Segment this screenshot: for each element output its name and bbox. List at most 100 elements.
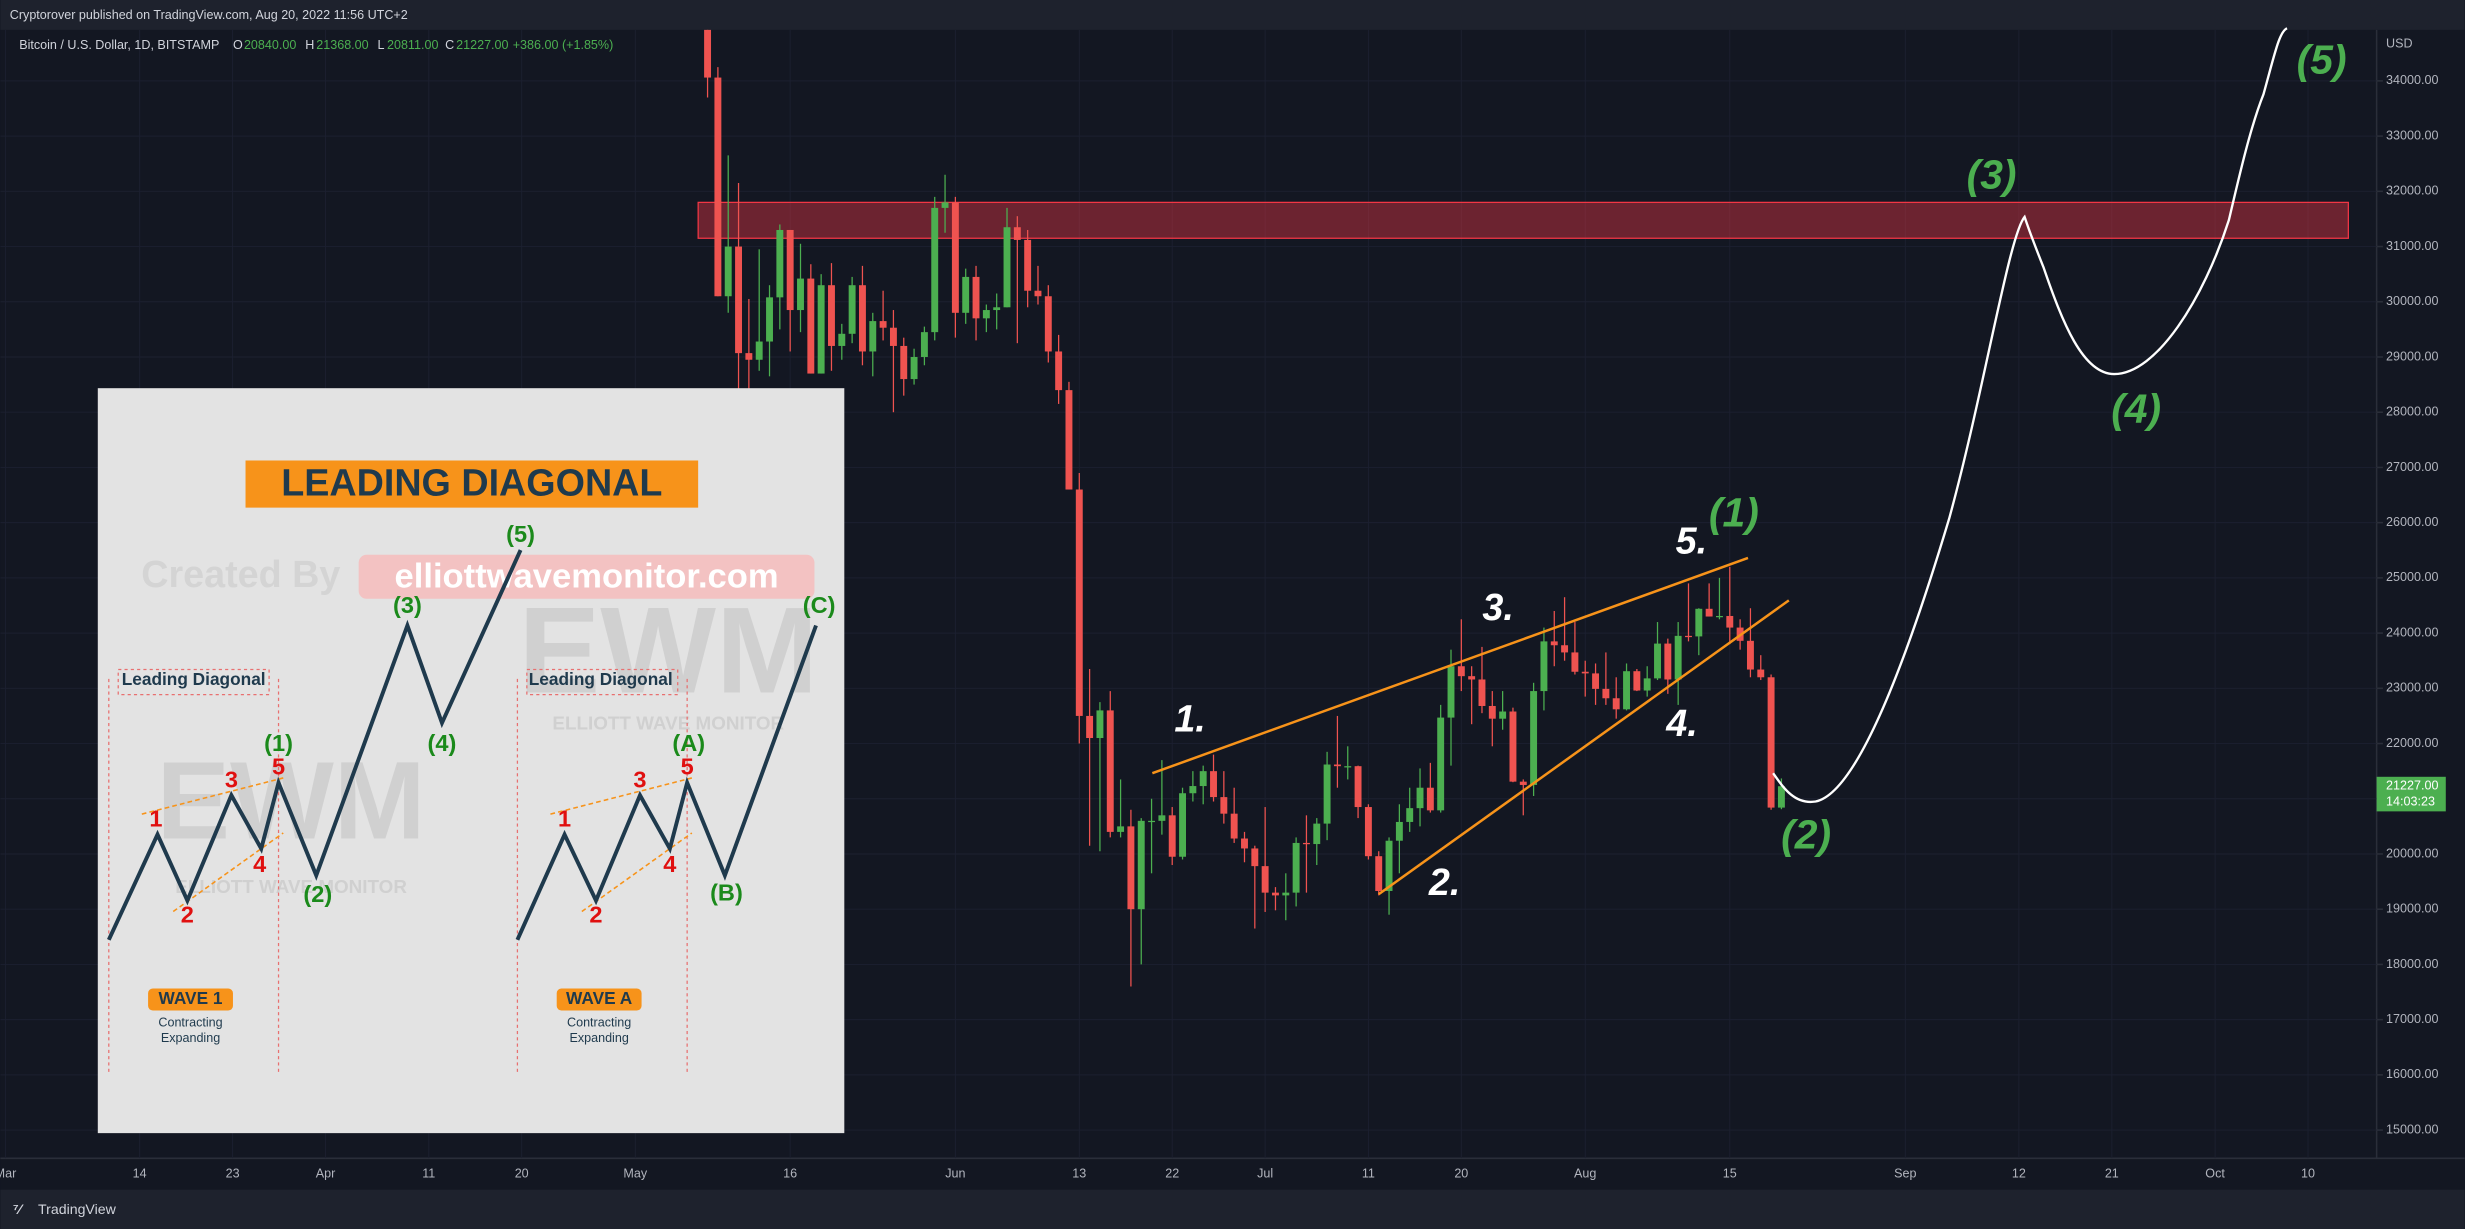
label: (4) — [428, 730, 457, 756]
candle-body — [1447, 666, 1455, 718]
title-box — [245, 460, 699, 508]
y-tick-label: 16000.00 — [2386, 1067, 2438, 1081]
y-tick-label: 15000.00 — [2386, 1122, 2438, 1136]
candle-body — [1695, 608, 1703, 637]
label: 5 — [681, 754, 694, 780]
candle-body — [1488, 705, 1496, 719]
candle-body — [1148, 820, 1156, 823]
candle-body — [951, 202, 959, 313]
candle-body — [776, 229, 784, 298]
x-tick-label: 12 — [2012, 1166, 2026, 1180]
candle-body — [1230, 813, 1238, 839]
candle-body — [1003, 227, 1011, 308]
candle-body — [724, 246, 732, 297]
candle-body — [848, 285, 856, 334]
candle-body — [1179, 793, 1186, 857]
note: Expanding — [161, 1031, 220, 1045]
y-tick-label: 17000.00 — [2386, 1012, 2438, 1026]
watermark: ELLIOTT WAVE MONITOR — [552, 712, 784, 733]
candle-body — [993, 307, 1001, 311]
credit: Created By — [141, 553, 340, 595]
x-tick-label: 21 — [2105, 1166, 2119, 1180]
label: (5) — [506, 521, 535, 547]
publish-info: Cryptorover published on TradingView.com… — [10, 8, 408, 22]
label: (A) — [672, 730, 705, 756]
badge-text: WAVE A — [566, 988, 633, 1008]
candle-body — [920, 332, 928, 357]
ohlc-key: C — [445, 38, 454, 52]
candle-body — [704, 29, 712, 78]
candle-body — [1716, 615, 1723, 618]
ohlc-value: 20840.00 — [244, 38, 296, 52]
candle-body — [982, 310, 990, 319]
price-tag-timer: 14:03:23 — [2386, 794, 2435, 808]
candle-body — [1437, 717, 1445, 811]
candle-body — [1623, 671, 1630, 710]
candle-body — [1468, 676, 1476, 680]
candle-body — [1561, 645, 1569, 653]
candle-body — [1612, 698, 1620, 710]
candle-body — [745, 353, 753, 360]
candle-body — [1272, 892, 1279, 896]
wave-label: (1) — [1709, 489, 1759, 535]
candle-body — [1385, 840, 1393, 891]
candle-body — [1746, 640, 1754, 670]
candle-body — [1282, 892, 1290, 896]
y-tick-label: 24000.00 — [2386, 625, 2438, 639]
brand: TradingView — [38, 1201, 117, 1217]
candle-body — [1457, 666, 1465, 677]
badge — [148, 988, 233, 1011]
symbol: Bitcoin / U.S. Dollar, 1D, BITSTAMP — [19, 38, 219, 52]
y-tick-label: 30000.00 — [2386, 294, 2438, 308]
label: 1 — [558, 806, 571, 832]
logo: ⁷⁄ — [13, 1201, 24, 1217]
candle-body — [1189, 786, 1197, 794]
candle-body — [1024, 239, 1032, 291]
y-tick-label: 34000.00 — [2386, 73, 2438, 87]
candle-body — [962, 276, 970, 313]
candle-body — [1013, 227, 1021, 240]
note: Contracting — [158, 1015, 222, 1029]
ohlc-value: 21227.00 — [456, 38, 508, 52]
candle-body — [1323, 764, 1331, 824]
candle-body — [1302, 842, 1310, 845]
x-tick-label: 11 — [1362, 1166, 1375, 1180]
badge — [556, 988, 642, 1011]
label: 2 — [589, 901, 602, 927]
candle-body — [1034, 290, 1042, 297]
candle-body — [1654, 643, 1661, 679]
candle-body — [1158, 815, 1166, 821]
drawings: 1. 2. 3. 4. 5. (1) (2) (3) (4) (5) — [1151, 27, 2347, 903]
site-box — [358, 554, 815, 599]
candle-body — [1426, 787, 1434, 811]
wave-label: 3. — [1482, 586, 1513, 628]
candle-body — [797, 278, 804, 311]
y-tick-label: 26000.00 — [2386, 515, 2438, 529]
note: Expanding — [569, 1031, 628, 1045]
badge-text: WAVE 1 — [159, 988, 223, 1008]
guides — [108, 668, 688, 1075]
candle-body — [1664, 643, 1672, 680]
label: (C) — [803, 592, 836, 618]
candle-body — [869, 321, 877, 352]
candle-body — [1044, 296, 1052, 352]
wave-label: 2. — [1428, 861, 1460, 903]
y-tick-label: 32000.00 — [2386, 184, 2438, 198]
candle-body — [1127, 826, 1135, 910]
candle-body — [1530, 691, 1538, 785]
candle-body — [941, 202, 949, 208]
candle-body — [1478, 679, 1486, 706]
price-tag: 21227.00 — [2386, 779, 2438, 793]
candle-body — [1117, 826, 1125, 832]
candle-body — [1137, 820, 1145, 910]
zigzag — [515, 624, 818, 941]
note: Contracting — [567, 1015, 631, 1029]
candle-body — [1581, 671, 1589, 674]
candle-body — [1571, 652, 1579, 672]
candle-body — [1499, 711, 1507, 719]
watermark: EWM — [519, 581, 819, 718]
y-tick-label: 29000.00 — [2386, 349, 2438, 363]
candle-body — [755, 341, 763, 360]
x-tick-label: 14 — [133, 1166, 147, 1180]
